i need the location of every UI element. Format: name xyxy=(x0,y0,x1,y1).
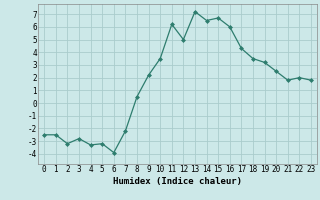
X-axis label: Humidex (Indice chaleur): Humidex (Indice chaleur) xyxy=(113,177,242,186)
